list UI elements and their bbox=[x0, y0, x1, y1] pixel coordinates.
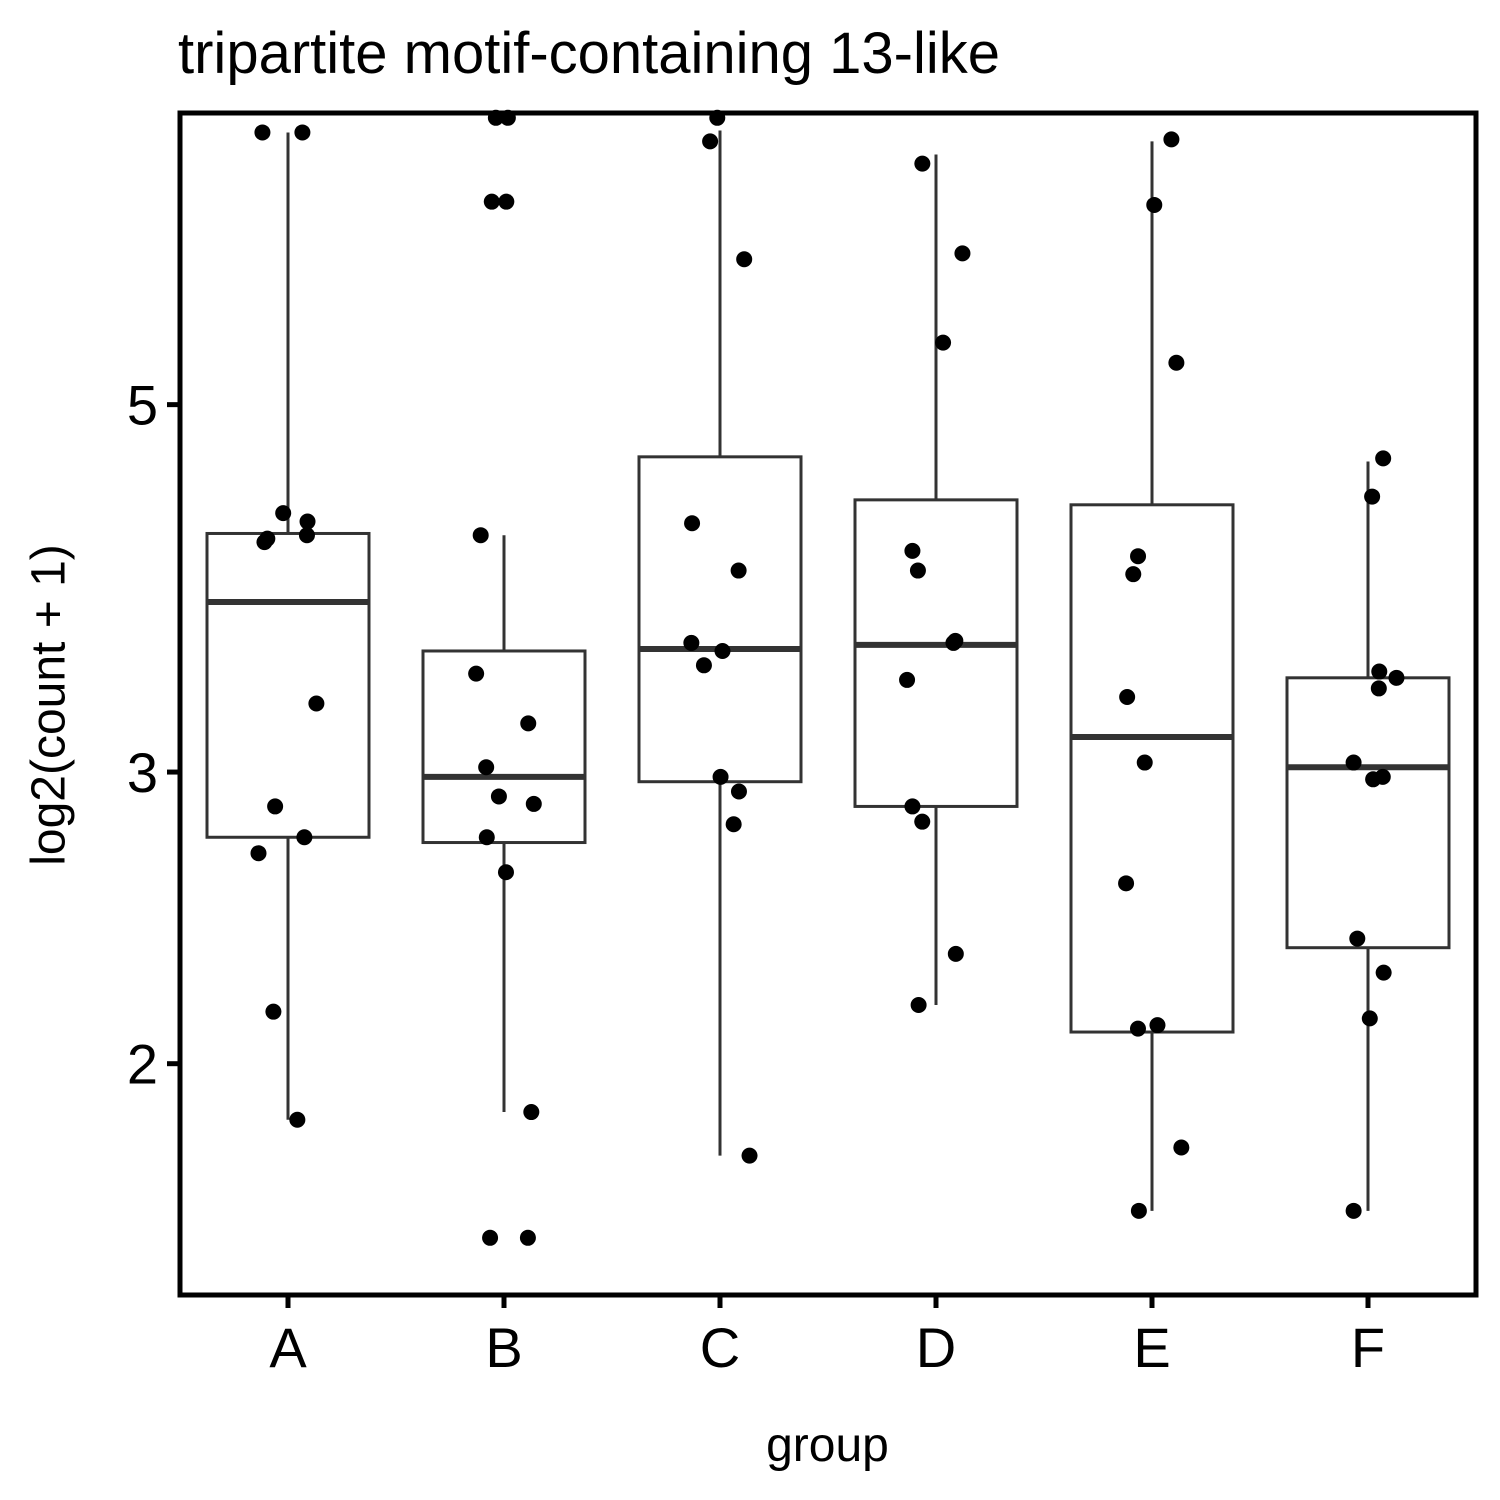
data-point bbox=[289, 1111, 306, 1128]
y-tick-label: 3 bbox=[127, 741, 158, 804]
data-point bbox=[482, 1229, 499, 1246]
chart-title: tripartite motif-containing 13-like bbox=[178, 21, 1001, 86]
box bbox=[853, 498, 1019, 808]
data-point bbox=[265, 1003, 282, 1020]
data-point bbox=[1349, 930, 1366, 947]
data-point bbox=[525, 795, 542, 812]
data-point bbox=[1129, 1020, 1146, 1037]
data-point bbox=[254, 124, 271, 141]
data-point bbox=[914, 155, 931, 172]
data-point bbox=[299, 513, 316, 530]
data-point bbox=[725, 816, 742, 833]
box bbox=[637, 455, 803, 784]
data-point bbox=[1149, 1017, 1166, 1034]
data-point bbox=[914, 813, 931, 830]
data-point bbox=[1370, 680, 1387, 697]
data-point bbox=[714, 642, 731, 659]
data-point bbox=[1130, 1202, 1147, 1219]
box-group-B bbox=[421, 535, 587, 1113]
data-point bbox=[1361, 1010, 1378, 1027]
box-group-E bbox=[1069, 141, 1235, 1211]
data-point bbox=[298, 527, 315, 544]
box bbox=[1069, 503, 1235, 1034]
data-point bbox=[712, 768, 729, 785]
data-point bbox=[947, 945, 964, 962]
x-tick-label: B bbox=[485, 1316, 522, 1379]
data-point bbox=[294, 124, 311, 141]
data-point bbox=[695, 657, 712, 674]
data-point bbox=[1365, 771, 1382, 788]
x-tick-label: D bbox=[916, 1316, 956, 1379]
data-point bbox=[899, 671, 916, 688]
data-point bbox=[684, 515, 701, 532]
data-point bbox=[1163, 131, 1180, 148]
points-layer bbox=[250, 109, 1405, 1246]
data-point bbox=[1119, 688, 1136, 705]
y-tick-label: 2 bbox=[127, 1033, 158, 1096]
data-point bbox=[472, 527, 489, 544]
data-point bbox=[1364, 488, 1381, 505]
data-point bbox=[730, 783, 747, 800]
data-point bbox=[267, 798, 284, 815]
data-point bbox=[910, 997, 927, 1014]
axes-layer: 2 3 5 A B C D E F bbox=[127, 374, 1385, 1379]
box-group-F bbox=[1285, 461, 1451, 1211]
data-point bbox=[1125, 566, 1142, 583]
data-point bbox=[520, 715, 537, 732]
data-point bbox=[954, 245, 971, 262]
boxes-layer bbox=[205, 130, 1451, 1211]
x-tick-label: E bbox=[1133, 1316, 1170, 1379]
data-point bbox=[256, 534, 273, 551]
box-group-A bbox=[205, 132, 371, 1120]
data-point bbox=[1130, 548, 1147, 565]
data-point bbox=[909, 562, 926, 579]
data-point bbox=[308, 695, 325, 712]
data-point bbox=[250, 845, 267, 862]
data-point bbox=[296, 829, 313, 846]
data-point bbox=[1173, 1139, 1190, 1156]
data-point bbox=[736, 251, 753, 268]
data-point bbox=[1375, 450, 1392, 467]
box bbox=[205, 531, 371, 839]
x-axis-label: group bbox=[766, 1419, 889, 1472]
data-point bbox=[1371, 663, 1388, 680]
data-point bbox=[478, 759, 495, 776]
box bbox=[1285, 676, 1451, 950]
data-point bbox=[1375, 964, 1392, 981]
box-group-D bbox=[853, 154, 1019, 1006]
x-tick-label: A bbox=[269, 1316, 307, 1379]
data-point bbox=[1345, 1202, 1362, 1219]
data-point bbox=[519, 1229, 536, 1246]
data-point bbox=[468, 665, 485, 682]
data-point bbox=[683, 634, 700, 651]
data-point bbox=[523, 1104, 540, 1121]
box-group-C bbox=[637, 130, 803, 1156]
data-point bbox=[497, 864, 514, 881]
data-point bbox=[1388, 669, 1405, 686]
data-point bbox=[498, 193, 515, 210]
plot-panel-border bbox=[177, 110, 1479, 1298]
data-point bbox=[1146, 196, 1163, 213]
data-point bbox=[1168, 354, 1185, 371]
data-point bbox=[490, 788, 507, 805]
data-point bbox=[483, 193, 500, 210]
data-point bbox=[1345, 754, 1362, 771]
data-point bbox=[741, 1147, 758, 1164]
data-point bbox=[935, 334, 952, 351]
x-tick-label: F bbox=[1351, 1316, 1385, 1379]
data-point bbox=[904, 798, 921, 815]
data-point bbox=[275, 505, 292, 522]
data-point bbox=[730, 562, 747, 579]
data-point bbox=[904, 542, 921, 559]
data-point bbox=[945, 634, 962, 651]
box bbox=[421, 649, 587, 845]
y-tick-label: 5 bbox=[127, 374, 158, 437]
data-point bbox=[1136, 754, 1153, 771]
data-point bbox=[702, 133, 719, 150]
data-point bbox=[478, 829, 495, 846]
data-point bbox=[1118, 875, 1135, 892]
x-tick-label: C bbox=[700, 1316, 740, 1379]
